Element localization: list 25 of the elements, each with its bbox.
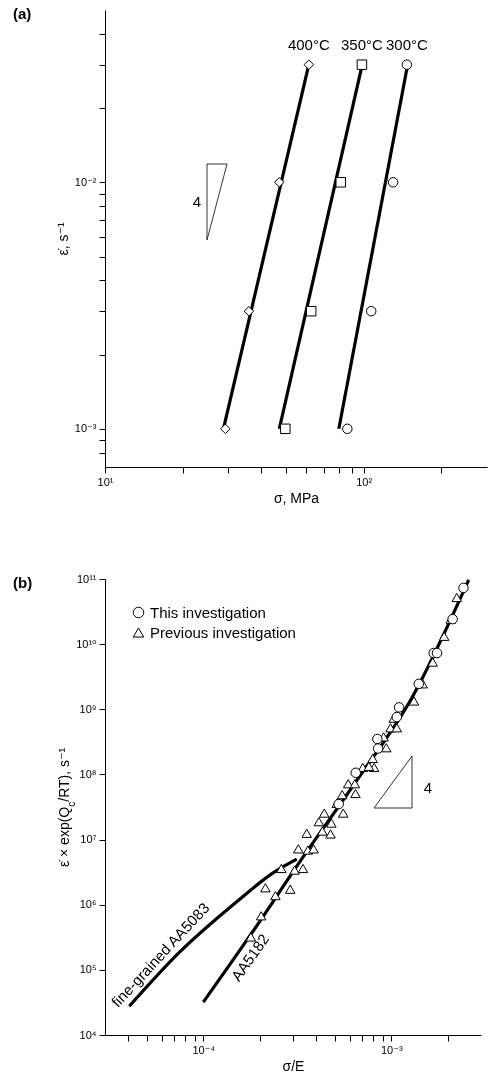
x-tick-label: 10⁻⁴	[192, 1043, 216, 1056]
y-axis-title: ε̇, s⁻¹	[54, 222, 71, 256]
annotation: 4	[192, 193, 202, 210]
series-label: 400°C	[287, 35, 330, 53]
y-tick-label: 10⁻³	[74, 422, 97, 435]
y-tick-label: 10⁶	[79, 898, 97, 911]
y-tick-label: 10¹¹	[76, 572, 97, 585]
y-tick-label: 10⁴	[79, 1028, 97, 1041]
x-tick-label: 10¹	[97, 475, 114, 488]
y-tick-label: 10⁸	[79, 767, 97, 780]
series-label: 350°C	[340, 35, 384, 53]
chart-title: (a)	[13, 5, 32, 22]
x-axis-title: σ/E	[282, 1057, 305, 1074]
y-tick-label: 10⁻²	[74, 175, 97, 188]
chart-title: (b)	[13, 574, 33, 591]
x-tick-label: 10²	[356, 475, 373, 488]
y-tick-label: 10⁹	[79, 702, 97, 715]
x-axis-title: σ, MPa	[273, 489, 320, 506]
legend-label: Previous investigation	[150, 623, 296, 641]
legend-label: This investigation	[150, 603, 266, 621]
y-tick-label: 10¹⁰	[76, 637, 98, 650]
y-tick-label: 10⁵	[79, 963, 97, 976]
series-label: 300°C	[385, 35, 428, 53]
annotation: 4	[423, 779, 433, 796]
y-tick-label: 10⁷	[80, 833, 97, 846]
